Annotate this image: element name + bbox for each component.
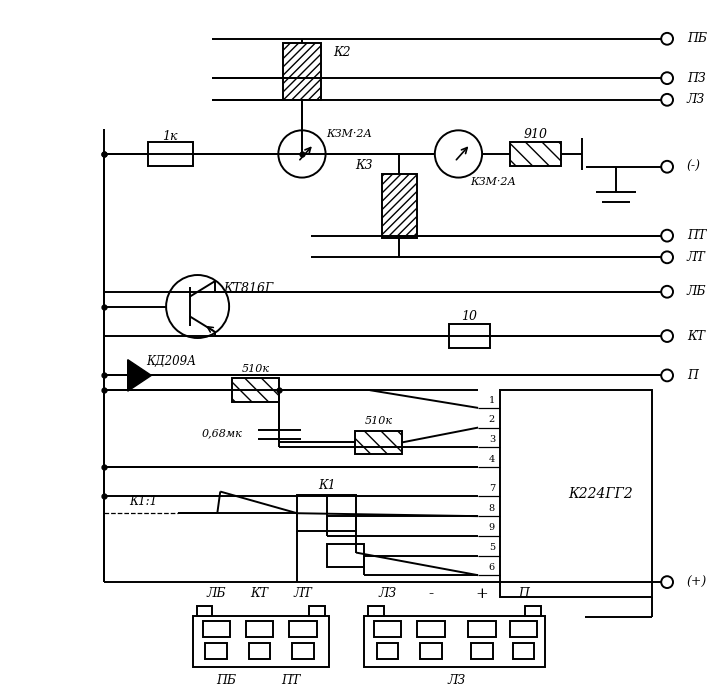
- Text: ПЗ: ПЗ: [687, 72, 706, 85]
- Text: КД209А: КД209А: [146, 355, 196, 368]
- Bar: [355, 431, 402, 454]
- Bar: [420, 643, 442, 659]
- Bar: [297, 495, 356, 531]
- Bar: [510, 621, 537, 637]
- Text: 910: 910: [523, 128, 547, 141]
- Text: К1:1: К1:1: [129, 495, 158, 508]
- Text: 1: 1: [489, 396, 495, 405]
- Bar: [471, 643, 493, 659]
- Text: КТ: КТ: [251, 588, 269, 601]
- Bar: [249, 643, 270, 659]
- Text: ЛТ: ЛТ: [687, 251, 706, 264]
- Polygon shape: [128, 360, 151, 391]
- Text: К2: К2: [333, 46, 351, 59]
- Text: П: П: [518, 588, 529, 601]
- Text: КТ816Г: КТ816Г: [223, 282, 274, 295]
- Circle shape: [662, 330, 673, 342]
- Bar: [364, 616, 545, 667]
- Text: ЛБ: ЛБ: [207, 588, 226, 601]
- Text: К1: К1: [317, 479, 335, 492]
- Bar: [448, 324, 490, 348]
- Text: 4: 4: [489, 455, 495, 464]
- Text: (-): (-): [687, 160, 701, 173]
- Text: 9: 9: [489, 524, 495, 533]
- Bar: [193, 616, 328, 667]
- Bar: [500, 390, 652, 597]
- Text: КТ: КТ: [687, 330, 705, 343]
- Circle shape: [662, 251, 673, 264]
- Text: К224ГГ2: К224ГГ2: [568, 486, 633, 501]
- Bar: [148, 142, 193, 166]
- Circle shape: [278, 130, 325, 178]
- Bar: [292, 643, 314, 659]
- Text: 510к: 510к: [241, 363, 270, 374]
- Bar: [374, 621, 401, 637]
- Bar: [202, 621, 230, 637]
- Circle shape: [166, 275, 229, 338]
- Text: 6: 6: [489, 563, 495, 572]
- Text: ЛТ: ЛТ: [294, 588, 312, 601]
- Bar: [382, 173, 417, 237]
- Bar: [246, 621, 273, 637]
- Text: ЛЗ: ЛЗ: [448, 674, 466, 687]
- Circle shape: [662, 286, 673, 298]
- Text: К3: К3: [355, 159, 373, 172]
- Bar: [289, 621, 317, 637]
- Bar: [510, 142, 561, 166]
- Text: +: +: [476, 587, 489, 601]
- Bar: [377, 643, 398, 659]
- Text: ПТ: ПТ: [281, 674, 301, 687]
- Circle shape: [662, 577, 673, 588]
- Text: КЗМ·2А: КЗМ·2А: [326, 129, 372, 139]
- Circle shape: [662, 94, 673, 106]
- Text: 0,68мк: 0,68мк: [202, 429, 243, 438]
- Circle shape: [662, 230, 673, 241]
- Text: 510к: 510к: [364, 416, 393, 426]
- Circle shape: [435, 130, 482, 178]
- Bar: [327, 544, 364, 568]
- Circle shape: [662, 33, 673, 45]
- Bar: [417, 621, 445, 637]
- Bar: [309, 605, 325, 616]
- Circle shape: [662, 369, 673, 381]
- Text: 5: 5: [489, 543, 495, 552]
- Circle shape: [662, 72, 673, 84]
- Bar: [513, 643, 534, 659]
- Text: 7: 7: [489, 484, 495, 493]
- Text: 1к: 1к: [162, 130, 178, 142]
- Bar: [469, 621, 496, 637]
- Text: 8: 8: [489, 504, 495, 513]
- Text: ПТ: ПТ: [687, 229, 706, 242]
- Text: ЛБ: ЛБ: [687, 286, 706, 299]
- Bar: [232, 378, 279, 402]
- Text: ПБ: ПБ: [216, 674, 236, 687]
- Bar: [368, 605, 384, 616]
- Text: ЛЗ: ЛЗ: [379, 588, 397, 601]
- Text: (+): (+): [687, 576, 707, 589]
- Bar: [197, 605, 213, 616]
- Bar: [526, 605, 541, 616]
- Text: 2: 2: [489, 415, 495, 424]
- Text: -: -: [428, 587, 434, 601]
- Text: 10: 10: [461, 310, 477, 323]
- Text: ЛЗ: ЛЗ: [687, 94, 705, 107]
- Text: ПБ: ПБ: [687, 32, 707, 45]
- Text: 3: 3: [489, 435, 495, 444]
- Circle shape: [662, 161, 673, 173]
- Text: КЗМ·2А: КЗМ·2А: [470, 177, 515, 186]
- Bar: [283, 43, 321, 100]
- Text: П: П: [687, 369, 698, 382]
- Bar: [205, 643, 227, 659]
